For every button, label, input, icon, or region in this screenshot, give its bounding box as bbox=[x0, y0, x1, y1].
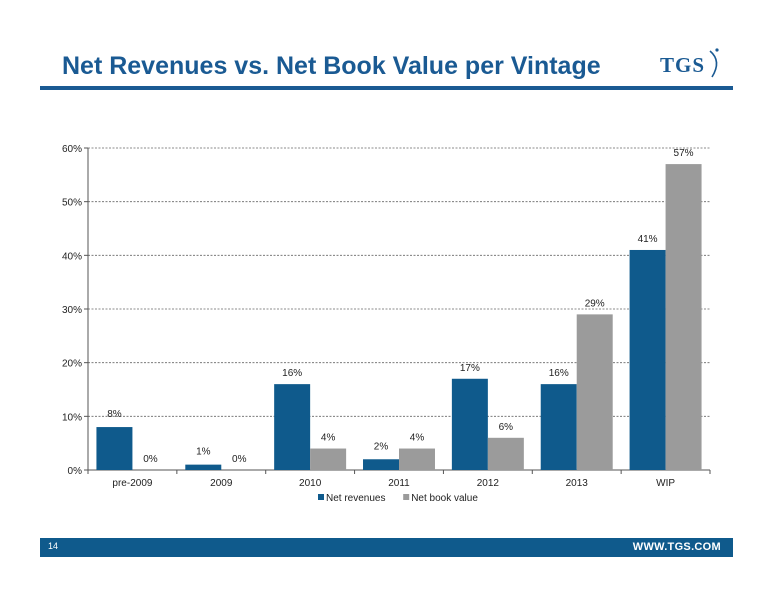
page-number: 14 bbox=[48, 541, 59, 551]
bar-net-book-value bbox=[576, 314, 613, 470]
bar-net-book-value bbox=[487, 437, 524, 470]
data-label: 6% bbox=[499, 422, 514, 433]
logo-swoosh-icon bbox=[709, 48, 719, 78]
y-tick-label: 60% bbox=[62, 144, 82, 155]
data-label: 4% bbox=[321, 433, 336, 444]
bar-net-revenues bbox=[451, 378, 488, 470]
x-tick-label: 2010 bbox=[299, 478, 322, 489]
x-tick-label: WIP bbox=[656, 478, 675, 489]
bar-net-book-value bbox=[310, 448, 347, 470]
data-label: 17% bbox=[460, 363, 480, 374]
y-tick-label: 0% bbox=[68, 466, 83, 477]
data-label: 0% bbox=[232, 454, 247, 465]
logo-text: TGS bbox=[660, 53, 706, 77]
data-label: 8% bbox=[107, 409, 122, 420]
x-tick-label: 2009 bbox=[210, 478, 233, 489]
data-label: 16% bbox=[282, 368, 302, 379]
legend-label: Net revenues bbox=[326, 493, 385, 504]
bar-net-revenues bbox=[540, 384, 577, 470]
bar-net-book-value bbox=[399, 448, 435, 470]
x-tick-label: 2013 bbox=[566, 478, 589, 489]
data-label: 41% bbox=[638, 234, 658, 245]
bar-chart: 0% 10% 20% 30% 40% 50% 60% pre-2009 8% 0% 2009 1% 0%… bbox=[62, 144, 711, 504]
bar-net-revenues bbox=[185, 464, 222, 470]
data-label: 29% bbox=[585, 298, 605, 309]
y-tick-label: 20% bbox=[62, 359, 82, 370]
legend-swatch bbox=[403, 494, 410, 500]
y-tick-label: 10% bbox=[62, 412, 82, 423]
bar-net-revenues bbox=[274, 384, 311, 470]
data-label: 0% bbox=[143, 454, 158, 465]
x-tick-label: 2011 bbox=[388, 478, 410, 489]
title-divider bbox=[40, 86, 733, 90]
data-label: 1% bbox=[196, 447, 211, 458]
footer-url: WWW.TGS.COM bbox=[632, 541, 721, 553]
legend-swatch bbox=[318, 494, 324, 500]
x-tick-label: pre-2009 bbox=[112, 478, 152, 489]
legend-label: Net book value bbox=[411, 493, 478, 504]
y-tick-label: 30% bbox=[62, 305, 82, 316]
bar-net-revenues bbox=[363, 459, 399, 470]
bar-net-revenues bbox=[629, 249, 666, 470]
data-label: 4% bbox=[410, 433, 425, 444]
y-tick-label: 50% bbox=[62, 198, 82, 209]
page-title: Net Revenues vs. Net Book Value per Vint… bbox=[62, 52, 601, 80]
data-label: 16% bbox=[549, 368, 569, 379]
x-tick-label: 2012 bbox=[477, 478, 500, 489]
bar-net-book-value bbox=[665, 164, 702, 470]
tgs-logo: TGS bbox=[660, 45, 730, 85]
data-label: 57% bbox=[674, 148, 694, 159]
bar-net-revenues bbox=[96, 427, 133, 470]
footer-bar: 14 WWW.TGS.COM bbox=[40, 538, 733, 557]
y-tick-label: 40% bbox=[62, 251, 82, 262]
data-label: 2% bbox=[374, 441, 389, 452]
